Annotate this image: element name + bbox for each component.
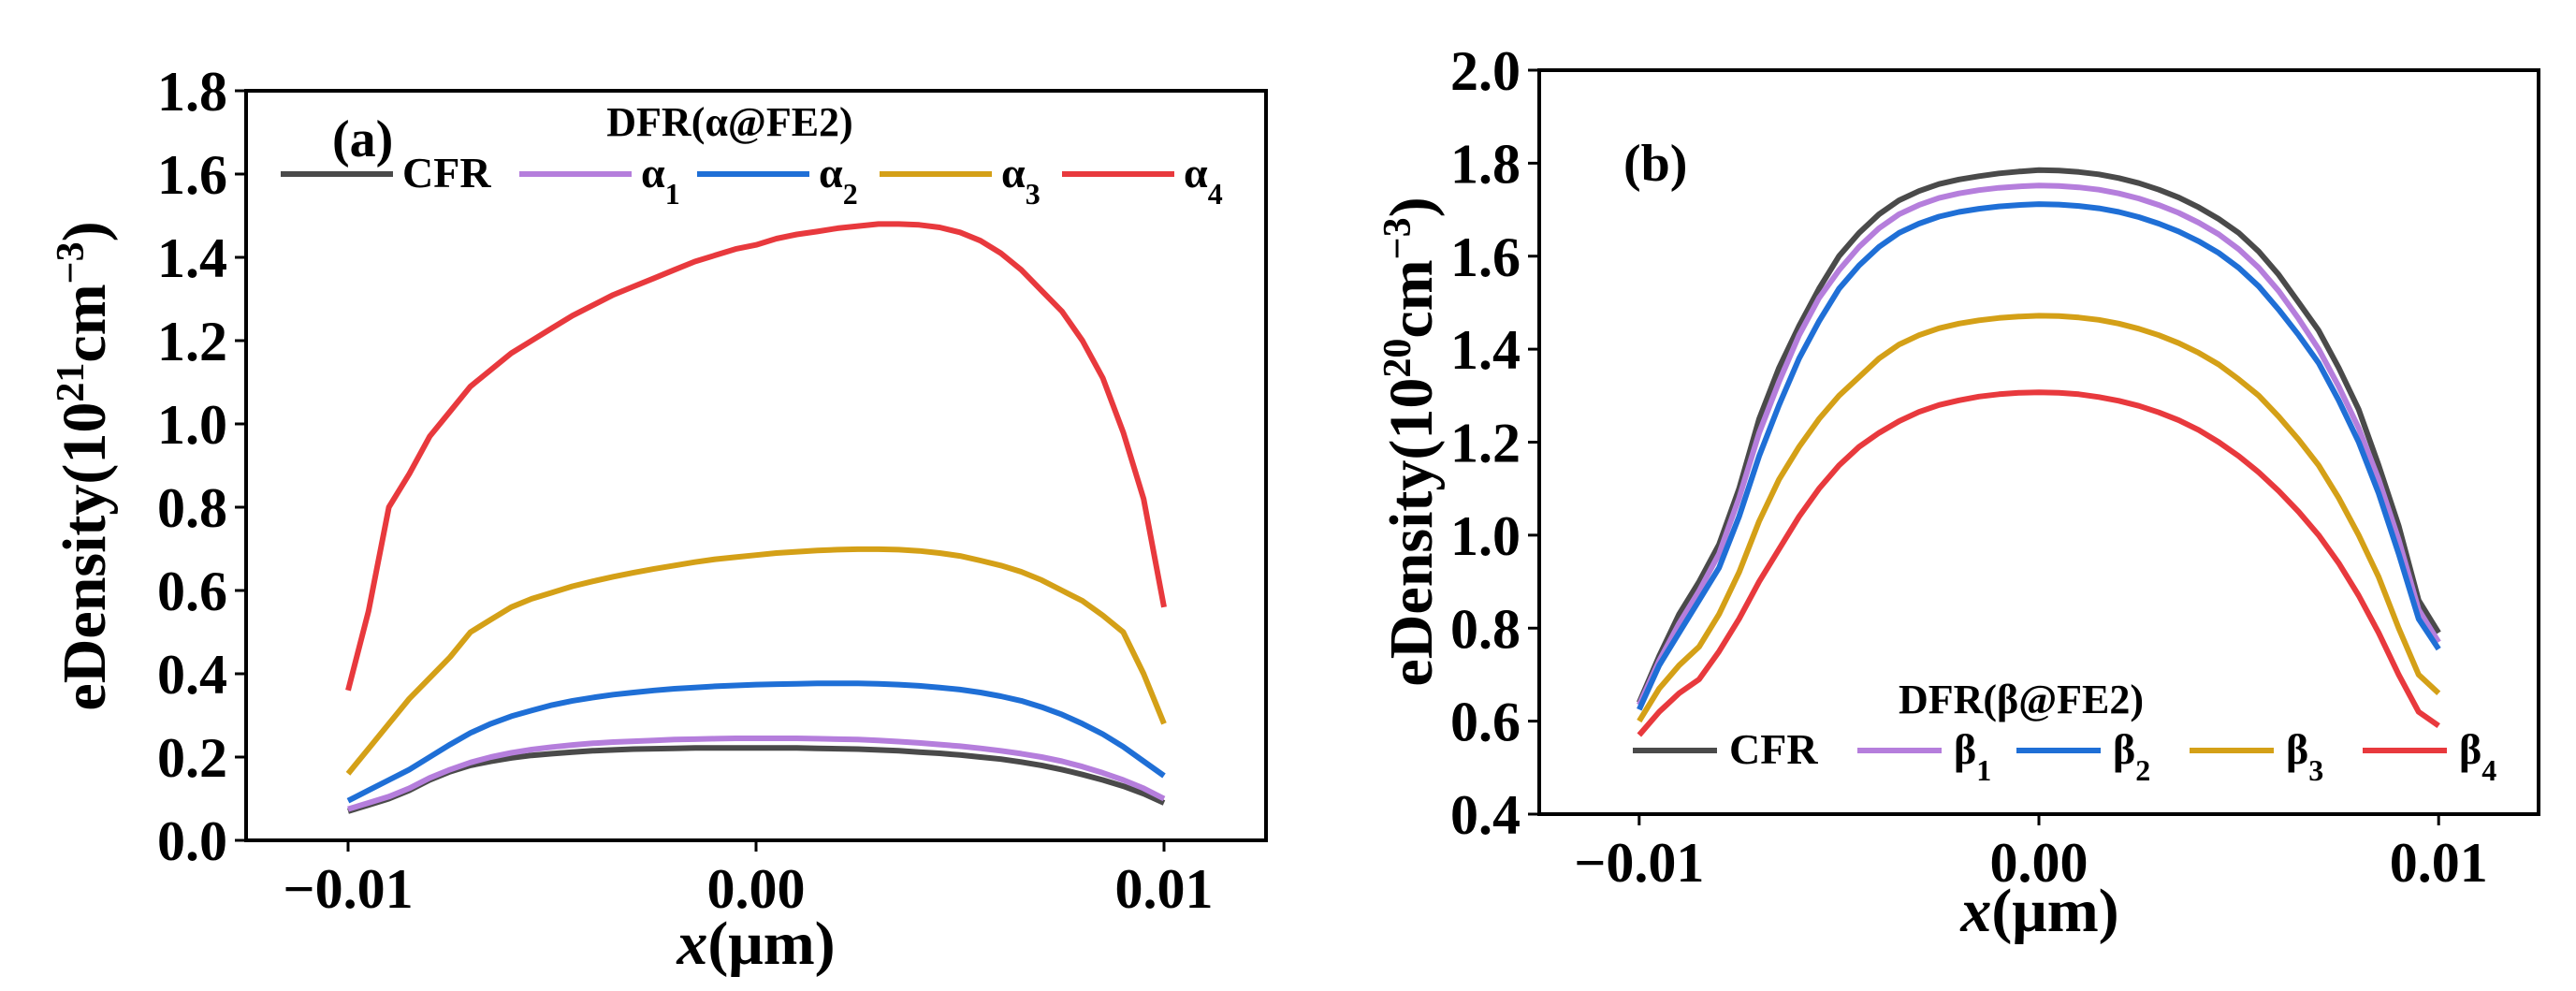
ytick-label: 1.4 — [157, 227, 227, 289]
panel-b-lines — [1637, 167, 2441, 737]
panel-a-legend: DFR(α@FE2) CFR α1 α2 α3 α4 — [281, 99, 1223, 211]
xtick-label: 0.00 — [1990, 832, 2088, 894]
panel-a-xlabel-italic: x — [676, 910, 707, 978]
panel-b-ylabel-unit-exp: −3 — [1376, 217, 1419, 259]
legend-label-α2: α2 — [819, 149, 858, 211]
legend-label-β1: β1 — [1954, 725, 1991, 787]
legend-label-α3: α3 — [1001, 149, 1041, 211]
legend-label-α1: α1 — [641, 149, 680, 211]
ytick-label: 0.2 — [157, 727, 227, 789]
series-line-CFR — [1637, 167, 2441, 704]
panel-b-ticks: 0.4 0.6 0.8 1.0 1.2 1.4 1.6 1.8 2.0 −0.01 0.00 0.01 — [1450, 40, 2488, 894]
panel-a-ylabel-close: ) — [51, 221, 119, 241]
ytick-label: 0.6 — [1450, 692, 1521, 753]
legend-label-β3: β3 — [2286, 725, 2323, 787]
legend-label-β4: β4 — [2459, 725, 2496, 787]
panel-b-ylabel-close: ) — [1377, 197, 1446, 217]
series-line-α3 — [345, 546, 1167, 776]
xtick-label: −0.01 — [283, 858, 413, 920]
legend-label-α4: α4 — [1184, 149, 1223, 211]
ytick-label: 0.6 — [157, 561, 227, 622]
series-line-β1 — [1637, 182, 2441, 707]
panel-a-xlabel-rest: (μm) — [707, 910, 835, 978]
series-line-α4 — [345, 221, 1167, 692]
ytick-label: 1.6 — [157, 144, 227, 206]
ytick-label: 1.2 — [157, 311, 227, 372]
series-line-β4 — [1637, 389, 2440, 737]
legend-label-CFR: CFR — [402, 149, 491, 197]
panel-a-ylabel: eDensity(1021cm−3) — [50, 221, 119, 710]
ytick-label: 1.6 — [1450, 226, 1521, 288]
panel-a-frame — [244, 89, 1268, 842]
series-line-β2 — [1637, 201, 2441, 711]
panel-a-ticks: 0.0 0.2 0.4 0.6 0.8 1.0 1.2 1.4 1.6 1.8 −0.01 0.00 0… — [157, 61, 1214, 920]
legend-label-β2: β2 — [2113, 725, 2150, 787]
panel-a-ylabel-exp: 21 — [50, 363, 93, 402]
panel-b-ylabel-base: eDensity(10 — [1377, 378, 1446, 687]
panel-a-ylabel-unit: cm — [51, 284, 119, 362]
ytick-label: 0.4 — [157, 644, 227, 706]
panel-b-xlabel-italic: x — [1959, 877, 1991, 945]
xtick-label: 0.01 — [1115, 858, 1214, 920]
ytick-label: 0.4 — [1450, 784, 1521, 846]
legend-label-CFR: CFR — [1729, 725, 1818, 773]
series-line-α1 — [347, 736, 1166, 812]
panel-a-legend-title: DFR(α@FE2) — [606, 99, 852, 145]
xtick-label: 0.00 — [707, 858, 806, 920]
ytick-label: 1.8 — [1450, 133, 1521, 195]
panel-a-ylabel-base: eDensity(10 — [51, 402, 119, 711]
panel-b-xlabel: x(μm) — [1959, 877, 2118, 945]
panel-a: 0.0 0.2 0.4 0.6 0.8 1.0 1.2 1.4 1.6 1.8 −0.01 0.00 0… — [50, 61, 1268, 978]
panel-b-legend-title: DFR(β@FE2) — [1899, 677, 2144, 722]
panel-b-ylabel: eDensity(1020cm−3) — [1376, 197, 1446, 686]
panel-b-ylabel-unit: cm — [1377, 259, 1446, 338]
ytick-label: 1.4 — [1450, 319, 1521, 381]
panel-b-xlabel-rest: (μm) — [1991, 877, 2118, 945]
panel-b: 0.4 0.6 0.8 1.0 1.2 1.4 1.6 1.8 2.0 −0.01 0.00 0.01… — [1376, 40, 2540, 945]
panel-b-legend: DFR(β@FE2) CFR β1 β2 β3 β4 — [1633, 677, 2496, 787]
xtick-label: −0.01 — [1574, 832, 1704, 894]
panel-a-ylabel-unit-exp: −3 — [50, 241, 93, 284]
panel-b-frame — [1537, 68, 2540, 816]
ytick-label: 2.0 — [1450, 40, 1521, 102]
panel-b-ylabel-exp: 20 — [1376, 339, 1419, 378]
ytick-label: 0.8 — [157, 477, 227, 539]
panel-a-xlabel: x(μm) — [676, 910, 835, 978]
panel-b-label: (b) — [1623, 135, 1687, 193]
xtick-label: 0.01 — [2390, 832, 2488, 894]
panel-a-lines — [345, 221, 1167, 814]
series-line-β3 — [1637, 313, 2441, 723]
ytick-label: 0.0 — [157, 810, 227, 872]
ytick-label: 1.0 — [1450, 505, 1521, 567]
ytick-label: 1.0 — [157, 394, 227, 456]
series-line-α2 — [346, 680, 1166, 804]
ytick-label: 0.8 — [1450, 598, 1521, 660]
ytick-label: 1.2 — [1450, 413, 1521, 474]
panel-a-label: (a) — [332, 110, 393, 168]
ytick-label: 1.8 — [157, 61, 227, 123]
series-line-CFR — [347, 745, 1166, 814]
